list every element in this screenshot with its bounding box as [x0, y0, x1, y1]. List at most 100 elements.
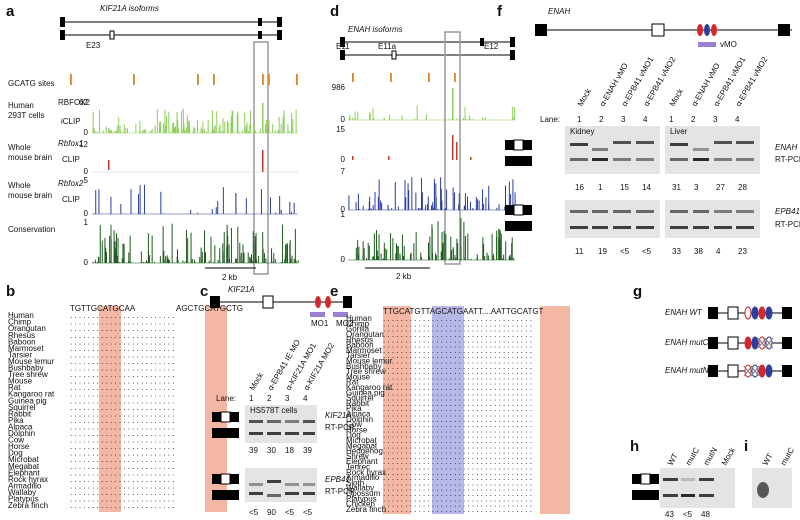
label: RT-PCR	[325, 487, 355, 496]
dots: . . . . . . . . . . . . . . . . . . . . …	[383, 457, 532, 466]
species: Mouse lemur	[8, 357, 55, 366]
track-bar	[460, 218, 462, 260]
gel-band	[613, 141, 631, 144]
gel	[245, 405, 317, 443]
track-bar	[382, 258, 384, 260]
track-bar	[248, 131, 250, 133]
track-peak	[262, 103, 264, 133]
peak	[452, 135, 454, 160]
track-bar	[510, 258, 512, 260]
track-bar	[246, 122, 248, 133]
label: KIF21A	[325, 411, 352, 420]
gel-band	[693, 226, 709, 229]
dots: . . . . . . . . . . . . . . . . . . . . …	[383, 378, 532, 387]
track-bar	[211, 131, 213, 133]
track-bar	[431, 205, 433, 210]
track-bar	[214, 245, 216, 263]
gel-band	[670, 143, 688, 146]
exon	[632, 474, 641, 484]
dots: . . . . . . . . . . . . . . . . . . . . …	[70, 495, 174, 504]
dots: . . . . . . . . . . . . . . . . . . . . …	[70, 436, 174, 445]
exon	[523, 205, 532, 215]
label: mouse brain	[8, 153, 52, 162]
dots: . . . . . . . . . . . . . . . . . . . . …	[383, 383, 532, 392]
track-bar	[138, 193, 140, 214]
species: Chicken	[346, 500, 375, 509]
track-bar	[463, 205, 465, 210]
track-bar	[200, 127, 202, 133]
track-bar	[226, 224, 228, 263]
gel-band	[285, 420, 299, 423]
species: Dog	[8, 449, 23, 458]
dots: . . . . . . . . . . . . . . . . . . . . …	[70, 449, 174, 458]
track-bar	[513, 258, 515, 260]
track-bar	[230, 115, 232, 133]
track-bar	[159, 255, 161, 263]
highlight-box	[444, 31, 461, 265]
label: Rbfox1	[58, 139, 83, 148]
track-bar	[220, 131, 222, 133]
track-bar	[429, 236, 431, 260]
track-bar	[388, 209, 390, 210]
track-bar	[457, 242, 459, 260]
track-bar	[222, 243, 224, 263]
track-bar	[380, 200, 382, 210]
track-bar	[378, 234, 380, 260]
gel-band	[303, 492, 315, 495]
label: 12	[79, 140, 88, 149]
gel-band	[663, 494, 678, 497]
track-bar	[415, 192, 417, 210]
quantity: 43	[665, 510, 674, 519]
dots: . . . . . . . . . . . . . . . . . . . . …	[383, 484, 532, 493]
quantity: 1	[598, 183, 603, 192]
track-bar	[289, 201, 291, 214]
track-bar	[92, 261, 94, 263]
track-bar	[257, 255, 259, 263]
species: Zebra finch	[8, 501, 48, 510]
track-bar	[109, 131, 111, 133]
track-bar	[415, 232, 417, 260]
track-bar	[244, 128, 246, 133]
track-bar	[186, 115, 188, 133]
track-bar	[407, 183, 409, 210]
quantity: 39	[303, 446, 312, 455]
track-bar	[476, 199, 478, 210]
gel-band	[613, 210, 631, 213]
gel-band	[714, 141, 732, 144]
label: E11	[336, 42, 350, 51]
motif	[751, 306, 759, 320]
track-bar	[117, 237, 119, 263]
label: E23	[86, 41, 101, 50]
label: Rbfox2	[58, 179, 84, 188]
dots: . . . . . . . . . . . . . . . . . . . . …	[383, 441, 532, 450]
dots: . . . . . . . . . . . . . . . . . . . . …	[383, 314, 532, 323]
track-bar	[222, 118, 224, 133]
dots: . . . . . . . . . . . . . . . . . . . . …	[70, 403, 174, 412]
label: TTGCATGTTAGCATGAATT....AATTGCATGT	[383, 307, 544, 316]
gcatg-site	[454, 73, 456, 82]
track-bar	[183, 130, 185, 133]
dots: . . . . . . . . . . . . . . . . . . . . …	[70, 324, 174, 333]
species: Armadillo	[346, 473, 380, 482]
label: 15	[336, 125, 345, 134]
exon	[505, 156, 532, 166]
track-bar	[182, 129, 184, 133]
track-bar	[378, 179, 380, 210]
quantity: <5	[303, 508, 313, 517]
track-bar	[435, 253, 437, 260]
track-bar	[369, 116, 371, 120]
gel-band	[757, 482, 769, 498]
dots: . . . . . . . . . . . . . . . . . . . . …	[383, 362, 532, 371]
gel-band	[613, 158, 631, 161]
dots: . . . . . . . . . . . . . . . . . . . . …	[383, 463, 532, 472]
track-bar	[454, 192, 456, 210]
track-bar	[403, 245, 405, 260]
panel-letter: b	[6, 283, 15, 300]
exon	[708, 365, 718, 377]
track-bar	[504, 206, 506, 210]
track-bar	[147, 250, 149, 263]
track-bar	[236, 258, 238, 263]
morpholino	[310, 312, 325, 317]
track-bar	[266, 120, 268, 133]
track-bar	[189, 125, 191, 133]
